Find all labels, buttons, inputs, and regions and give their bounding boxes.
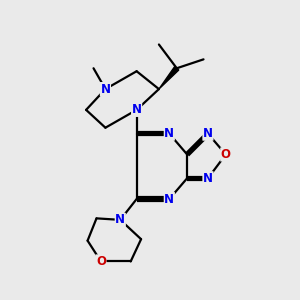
Text: N: N: [164, 127, 174, 140]
Text: N: N: [132, 103, 142, 116]
Polygon shape: [159, 67, 179, 89]
Text: N: N: [164, 193, 174, 206]
Text: N: N: [203, 172, 213, 185]
Text: N: N: [203, 127, 213, 140]
Text: O: O: [221, 148, 231, 161]
Text: N: N: [115, 213, 125, 226]
Text: N: N: [100, 82, 110, 96]
Text: O: O: [96, 255, 106, 268]
